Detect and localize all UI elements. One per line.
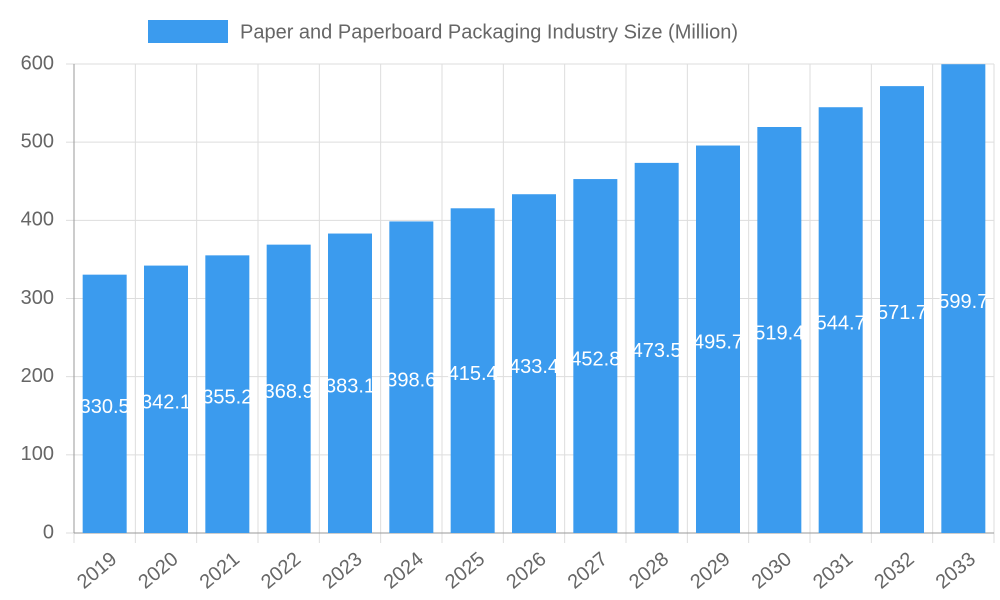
- value-label: 495.7: [693, 332, 743, 354]
- x-tick-label: 2029: [686, 548, 734, 593]
- x-tick-label: 2023: [318, 548, 366, 593]
- y-tick-label: 500: [21, 130, 54, 152]
- x-tick-label: 2033: [932, 548, 980, 593]
- bar: [941, 64, 986, 533]
- bar: [696, 145, 740, 533]
- legend-label: Paper and Paperboard Packaging Industry …: [240, 21, 738, 43]
- x-tick-label: 2030: [748, 548, 796, 593]
- value-label: 599.7: [938, 291, 988, 313]
- bar: [450, 208, 495, 534]
- x-tick-label: 2024: [380, 548, 428, 593]
- bar: [205, 255, 250, 534]
- value-label: 398.6: [386, 369, 436, 391]
- bar: [880, 86, 924, 534]
- bar: [757, 127, 802, 534]
- value-label: 342.1: [141, 392, 191, 414]
- x-tick-label: 2031: [809, 548, 857, 593]
- value-label: 368.9: [264, 381, 314, 403]
- y-tick-label: 400: [21, 209, 54, 231]
- x-tick-label: 2019: [73, 548, 121, 593]
- legend-swatch: [148, 20, 228, 43]
- value-label: 415.4: [448, 363, 498, 385]
- value-label: 330.5: [80, 396, 130, 418]
- x-tick-label: 2020: [134, 548, 182, 593]
- y-tick-label: 0: [43, 521, 54, 543]
- y-tick-label: 100: [21, 443, 54, 465]
- value-label: 452.8: [570, 348, 620, 370]
- x-tick-label: 2022: [257, 548, 305, 593]
- value-label: 433.4: [509, 356, 559, 378]
- x-tick-label: 2032: [870, 548, 918, 593]
- bar: [82, 274, 127, 533]
- value-label: 355.2: [202, 386, 252, 408]
- value-label: 544.7: [816, 312, 866, 334]
- bar: [512, 194, 556, 534]
- x-tick-label: 2021: [196, 548, 244, 593]
- x-tick-label: 2027: [564, 548, 612, 593]
- value-label: 519.4: [754, 322, 804, 344]
- bar: [634, 162, 679, 533]
- value-label: 473.5: [632, 340, 682, 362]
- y-tick-label: 300: [21, 287, 54, 309]
- bar: [328, 233, 372, 533]
- value-label: 383.1: [325, 376, 375, 398]
- y-tick-label: 600: [21, 52, 54, 74]
- x-tick-label: 2026: [502, 548, 550, 593]
- bar: [389, 221, 434, 533]
- y-tick-label: 200: [21, 365, 54, 387]
- x-tick-label: 2028: [625, 548, 673, 593]
- bar: [818, 107, 863, 533]
- bar: [144, 265, 188, 533]
- bar: [573, 179, 618, 533]
- x-tick-label: 2025: [441, 548, 489, 593]
- value-label: 571.7: [877, 302, 927, 324]
- bar: [266, 244, 311, 533]
